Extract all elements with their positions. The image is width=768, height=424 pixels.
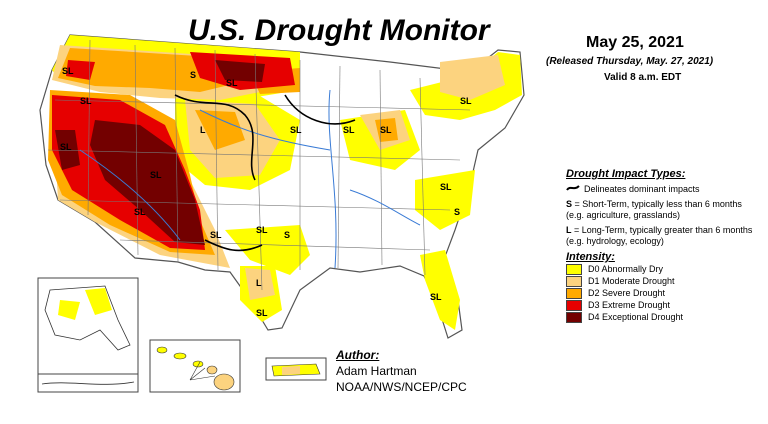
puerto-rico-inset [265, 357, 327, 381]
legend-dominant: Delineates dominant impacts [566, 184, 762, 195]
map-label: SL [60, 142, 72, 152]
map-label: SL [150, 170, 162, 180]
map-label: L [256, 278, 262, 288]
legend-short-term: S = Short-Term, typically less than 6 mo… [566, 199, 762, 221]
legend-level: D2 Severe Drought [566, 287, 762, 299]
page-title: U.S. Drought Monitor [188, 14, 490, 47]
map-label: S [454, 207, 460, 217]
impact-line-icon [566, 184, 584, 195]
legend-level: D3 Extreme Drought [566, 299, 762, 311]
legend-long-term: L = Long-Term, typically greater than 6 … [566, 225, 762, 247]
swatch-d2 [566, 287, 582, 299]
map-date: May 25, 2021 [586, 34, 684, 51]
author-block: Author: Adam Hartman NOAA/NWS/NCEP/CPC [336, 348, 467, 394]
map-label: SL [62, 66, 74, 76]
intensity-heading: Intensity: [566, 251, 615, 263]
alaska-inset [37, 277, 139, 393]
map-label: S [284, 230, 290, 240]
map-label: SL [440, 182, 452, 192]
impact-heading: Drought Impact Types: [566, 168, 686, 180]
map-labels: SL SL S SL L SL SL SL SL SL SL SL SL SL … [60, 66, 472, 374]
author-heading: Author: [336, 348, 380, 362]
rivers [79, 89, 421, 269]
legend-level: D0 Abnormally Dry [566, 263, 762, 275]
swatch-d0 [566, 263, 582, 275]
map-label: SL [290, 125, 302, 135]
map-label: SL [210, 230, 222, 240]
release-note: (Released Thursday, May. 27, 2021) [546, 56, 714, 67]
map-label: SL [460, 96, 472, 106]
legend: Drought Impact Types: Delineates dominan… [566, 168, 762, 323]
long-term-text: = Long-Term, typically greater than 6 mo… [566, 225, 753, 246]
legend-level: D1 Moderate Drought [566, 275, 762, 287]
map-label: SL [430, 292, 442, 302]
legend-level: D4 Exceptional Drought [566, 311, 762, 323]
short-term-text: = Short-Term, typically less than 6 mont… [566, 199, 742, 220]
map-label: SL [256, 308, 268, 318]
dominant-text: Delineates dominant impacts [584, 184, 700, 194]
map-label: L [200, 125, 206, 135]
map-label: SL [343, 125, 355, 135]
author-org: NOAA/NWS/NCEP/CPC [336, 380, 467, 394]
hawaii-inset [149, 339, 241, 393]
swatch-d1 [566, 275, 582, 287]
map-label: SL [134, 207, 146, 217]
map-label: SL [226, 78, 238, 88]
author-name: Adam Hartman [336, 364, 417, 378]
level-label: D0 Abnormally Dry [588, 264, 664, 274]
map-label: S [190, 70, 196, 80]
short-term-code: S [566, 199, 573, 209]
swatch-d4 [566, 311, 582, 323]
level-label: D3 Extreme Drought [588, 300, 671, 310]
level-label: D2 Severe Drought [588, 288, 666, 298]
swatch-d3 [566, 299, 582, 311]
impact-lines [174, 94, 356, 252]
level-label: D4 Exceptional Drought [588, 312, 684, 322]
d4-areas [55, 60, 265, 245]
state-lines [47, 39, 471, 291]
map-label: SL [380, 125, 392, 135]
long-term-code: L [566, 225, 572, 235]
map-label: SL [80, 96, 92, 106]
level-label: D1 Moderate Drought [588, 276, 675, 286]
valid-time: Valid 8 a.m. EDT [604, 72, 682, 83]
map-label: SL [256, 225, 268, 235]
